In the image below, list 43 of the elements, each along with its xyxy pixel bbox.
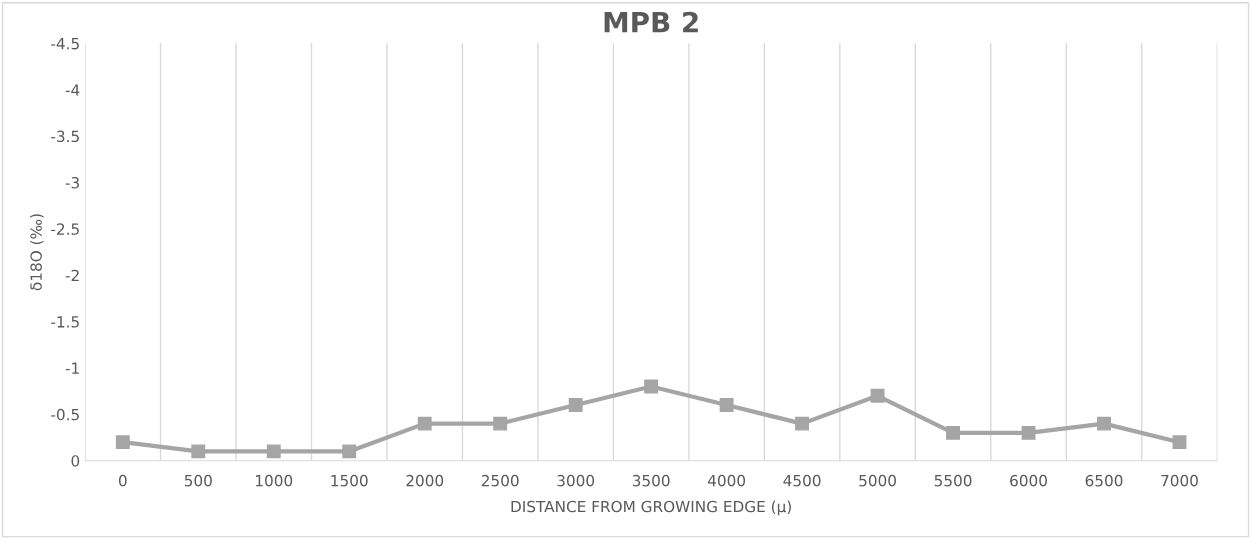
point (719, 398, 734, 412)
point (644, 379, 659, 394)
point (1021, 425, 1036, 440)
x-tick-label: 3000 (557, 474, 595, 487)
point (266, 444, 281, 459)
x-axis-title: DISTANCE FROM GROWING EDGE (μ) (511, 500, 791, 516)
y-tick-label: -2 (65, 269, 79, 282)
x-tick-label: 4500 (783, 474, 821, 487)
x-tick-label: 5000 (859, 474, 896, 487)
y-tick-label: -4 (65, 84, 80, 96)
y-tick-label: -3.5 (51, 130, 79, 143)
point (795, 416, 810, 431)
point (342, 444, 357, 459)
point (1172, 435, 1187, 450)
y-tick-label: -1.5 (51, 316, 79, 328)
y-axis-title: δ18O (‰) (30, 214, 44, 291)
x-tick-label: 1500 (331, 474, 368, 487)
point (417, 416, 432, 431)
y-tick-label: -4.5 (51, 38, 79, 50)
x-tick-label: 2500 (481, 474, 519, 487)
x-tick-label: 4000 (707, 474, 746, 487)
point (568, 398, 583, 412)
y-tick-label: -0.5 (51, 408, 79, 421)
x-tick-label: 6500 (1085, 474, 1123, 487)
y-tick-label: 0 (71, 455, 80, 467)
x-tick-label: 3500 (632, 474, 670, 487)
y-tick-label: -2.5 (51, 223, 79, 235)
point (946, 425, 960, 440)
point (191, 444, 206, 459)
x-tick-label: 7000 (1161, 474, 1198, 487)
y-tick-label: -3 (65, 176, 79, 189)
x-tick-label: 0 (118, 474, 127, 487)
point (870, 388, 885, 403)
x-tick-label: 6000 (1010, 474, 1047, 487)
point (115, 435, 130, 450)
x-tick-label: 2000 (406, 474, 444, 487)
y-tick-label: -1 (65, 362, 79, 374)
x-tick-label: 500 (184, 474, 212, 487)
x-tick-label: 5500 (934, 474, 972, 487)
point (493, 416, 508, 431)
x-tick-label: 1000 (256, 474, 293, 487)
chart-title: MPB 2 (604, 11, 698, 33)
point (1097, 416, 1111, 431)
